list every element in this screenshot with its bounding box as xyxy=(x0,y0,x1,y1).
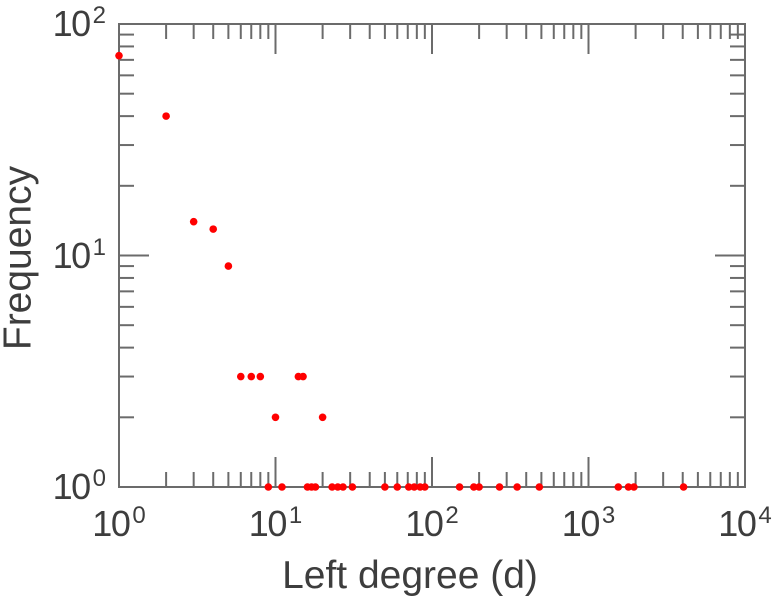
data-point xyxy=(264,483,273,491)
data-point xyxy=(614,483,623,491)
data-point xyxy=(209,225,218,233)
y-tick-label: 10 1 xyxy=(52,233,106,276)
data-point xyxy=(404,483,413,491)
data-point xyxy=(470,483,478,491)
data-point xyxy=(393,483,402,491)
x-tick-label: 10 2 xyxy=(405,502,459,544)
data-point xyxy=(421,483,429,491)
x-tick-label: 10 0 xyxy=(92,502,146,544)
data-point xyxy=(410,483,419,491)
data-point xyxy=(236,372,245,381)
data-point xyxy=(271,413,280,422)
data-point xyxy=(247,372,256,381)
data-point xyxy=(115,51,123,60)
data-point xyxy=(339,483,347,491)
x-tick-label: 10 1 xyxy=(248,502,303,544)
data-point xyxy=(495,483,504,491)
data-point xyxy=(630,483,638,491)
data-point xyxy=(224,262,233,270)
x-tick-label: 10 4 xyxy=(718,502,772,544)
data-point xyxy=(256,372,265,381)
x-axis-label: Left degree (d) xyxy=(282,554,538,597)
y-axis-label: Frequency xyxy=(0,165,40,351)
data-point xyxy=(162,112,170,120)
data-point xyxy=(348,483,357,491)
data-point xyxy=(189,217,198,226)
data-point xyxy=(311,483,320,491)
data-point xyxy=(624,483,633,491)
data-point xyxy=(455,483,464,491)
x-tick-label: 10 3 xyxy=(561,502,616,544)
data-point xyxy=(475,483,483,491)
data-point xyxy=(513,483,521,491)
data-point xyxy=(535,483,544,491)
plot-frame xyxy=(118,23,746,488)
data-point xyxy=(318,413,327,422)
data-point xyxy=(381,483,389,491)
y-tick-label: 10 2 xyxy=(52,2,106,44)
y-tick-label: 10 0 xyxy=(52,465,106,507)
data-point xyxy=(278,483,286,491)
data-point xyxy=(333,483,342,491)
data-point xyxy=(299,372,307,381)
data-point xyxy=(328,483,336,491)
data-point xyxy=(679,483,688,491)
